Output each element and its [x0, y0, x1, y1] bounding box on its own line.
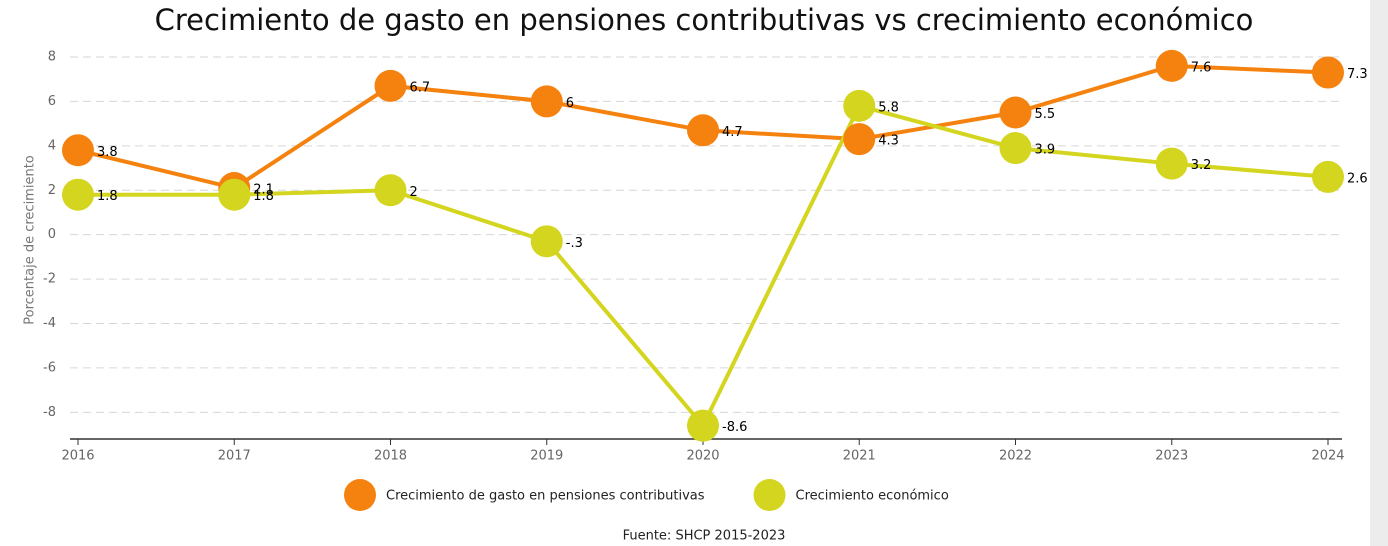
y-axis-label: Porcentaje de crecimiento — [23, 155, 38, 325]
data-label: 4.7 — [722, 125, 743, 140]
x-tick-label: 2023 — [1155, 449, 1188, 464]
x-tick-label: 2020 — [686, 449, 719, 464]
chart-title: Crecimiento de gasto en pensiones contri… — [155, 3, 1254, 37]
point — [62, 178, 94, 211]
legend-swatch — [753, 479, 786, 511]
data-label: 6 — [566, 96, 574, 111]
data-label: 5.5 — [1035, 107, 1056, 122]
point — [530, 85, 563, 118]
point — [843, 123, 876, 156]
data-label: 2.6 — [1347, 171, 1368, 186]
point — [1312, 160, 1344, 193]
point — [218, 178, 251, 211]
y-tick-label: 8 — [48, 50, 56, 65]
point — [999, 96, 1032, 129]
data-label: 1.8 — [97, 189, 118, 204]
y-tick-label: -2 — [43, 272, 56, 287]
x-tick-label: 2019 — [530, 449, 563, 464]
point — [530, 225, 563, 258]
data-label: 3.2 — [1191, 158, 1212, 173]
data-label: -.3 — [566, 236, 583, 251]
data-label: 6.7 — [410, 80, 431, 95]
point — [62, 134, 94, 167]
point — [687, 114, 719, 147]
source: Fuente: SHCP 2015-2023 — [623, 529, 786, 544]
y-tick-label: 2 — [48, 183, 56, 198]
x-tick-label: 2022 — [999, 449, 1032, 464]
data-label: -8.6 — [722, 420, 747, 435]
y-tick-label: 0 — [48, 227, 56, 242]
point — [374, 174, 407, 207]
point — [687, 409, 719, 442]
y-tick-label: -8 — [43, 405, 56, 420]
data-label: 7.3 — [1347, 67, 1368, 82]
data-label: 3.9 — [1035, 143, 1056, 158]
data-label: 2 — [410, 185, 418, 200]
x-tick-label: 2017 — [218, 449, 251, 464]
data-label: 3.8 — [97, 145, 118, 160]
data-label: 4.3 — [878, 134, 899, 149]
y-tick-label: -6 — [43, 360, 56, 375]
point — [374, 69, 407, 102]
x-tick-label: 2021 — [843, 449, 876, 464]
data-label: 7.6 — [1191, 60, 1212, 75]
point — [1312, 56, 1344, 89]
data-label: 2.1 — [253, 183, 274, 198]
x-tick-label: 2018 — [374, 449, 407, 464]
series-line — [78, 103, 1329, 430]
point — [999, 132, 1032, 165]
y-tick-label: -4 — [43, 316, 56, 331]
legend-swatch — [344, 479, 376, 511]
point — [1155, 147, 1188, 180]
x-tick-label: 2016 — [61, 449, 94, 464]
y-tick-label: 4 — [48, 138, 56, 153]
scrollbar — [1370, 0, 1388, 546]
data-label: 5.8 — [878, 100, 899, 115]
y-tick-label: 6 — [48, 94, 56, 109]
legend-label: Crecimiento económico — [796, 489, 949, 504]
x-tick-label: 2024 — [1311, 449, 1344, 464]
point — [1155, 49, 1188, 82]
data-label: 1.8 — [253, 189, 274, 204]
legend-label: Crecimiento de gasto en pensiones contri… — [386, 489, 705, 504]
point — [843, 89, 876, 122]
